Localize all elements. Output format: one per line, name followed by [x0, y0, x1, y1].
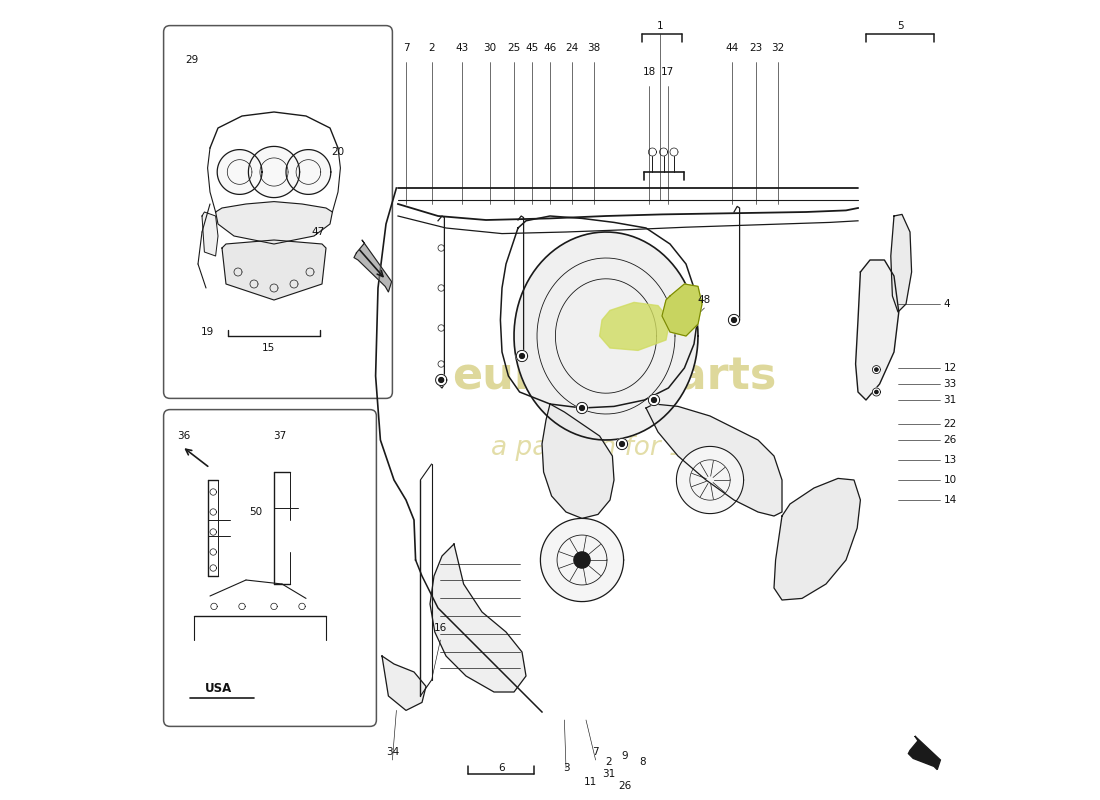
- Polygon shape: [646, 404, 782, 516]
- Text: 15: 15: [262, 343, 275, 353]
- Text: 44: 44: [726, 43, 739, 53]
- Text: 34: 34: [386, 747, 399, 757]
- Text: 5: 5: [898, 21, 904, 30]
- Polygon shape: [286, 150, 331, 194]
- Polygon shape: [514, 232, 698, 440]
- Text: 48: 48: [697, 295, 711, 305]
- Polygon shape: [909, 736, 940, 770]
- Text: 43: 43: [455, 43, 469, 53]
- Polygon shape: [542, 404, 614, 518]
- Text: 45: 45: [526, 43, 539, 53]
- Polygon shape: [540, 518, 624, 602]
- Polygon shape: [600, 302, 670, 350]
- Text: 31: 31: [602, 770, 615, 779]
- Text: 7: 7: [403, 43, 409, 53]
- Text: 25: 25: [507, 43, 520, 53]
- Text: a passion for 1985: a passion for 1985: [492, 435, 737, 461]
- Polygon shape: [439, 378, 443, 382]
- Polygon shape: [874, 368, 878, 371]
- Polygon shape: [249, 146, 299, 198]
- Text: 9: 9: [621, 751, 628, 761]
- Polygon shape: [436, 374, 447, 386]
- Text: 23: 23: [749, 43, 762, 53]
- Polygon shape: [616, 438, 628, 450]
- Polygon shape: [217, 150, 262, 194]
- Text: 1: 1: [657, 21, 663, 30]
- Polygon shape: [676, 446, 744, 514]
- Text: 31: 31: [944, 395, 957, 405]
- Text: 3: 3: [563, 763, 570, 773]
- Text: 16: 16: [433, 623, 447, 633]
- Text: 2: 2: [605, 758, 612, 767]
- Polygon shape: [430, 544, 526, 692]
- Text: 26: 26: [944, 435, 957, 445]
- Polygon shape: [662, 284, 702, 336]
- Text: 4: 4: [944, 299, 950, 309]
- Polygon shape: [354, 240, 392, 292]
- Polygon shape: [872, 366, 880, 374]
- Polygon shape: [574, 552, 590, 568]
- Text: 22: 22: [944, 419, 957, 429]
- Text: 30: 30: [483, 43, 496, 53]
- Text: 19: 19: [201, 327, 214, 337]
- Polygon shape: [576, 402, 587, 414]
- Text: 20: 20: [331, 147, 344, 157]
- Polygon shape: [891, 214, 912, 312]
- Text: 24: 24: [565, 43, 579, 53]
- Text: 10: 10: [944, 475, 957, 485]
- Text: 47: 47: [311, 227, 324, 237]
- Polygon shape: [382, 656, 426, 710]
- Text: USA: USA: [205, 682, 232, 694]
- Polygon shape: [519, 354, 525, 358]
- FancyBboxPatch shape: [164, 26, 393, 398]
- Text: 14: 14: [944, 495, 957, 505]
- FancyBboxPatch shape: [164, 410, 376, 726]
- Text: eurocarparts: eurocarparts: [452, 354, 777, 398]
- Polygon shape: [732, 318, 736, 322]
- Text: 29: 29: [185, 55, 198, 65]
- Text: 36: 36: [177, 431, 190, 441]
- Polygon shape: [651, 398, 657, 402]
- Text: 11: 11: [583, 778, 596, 787]
- Text: 8: 8: [639, 758, 646, 767]
- Polygon shape: [216, 202, 332, 244]
- Text: 12: 12: [944, 363, 957, 373]
- Text: 26: 26: [618, 781, 631, 790]
- Text: 7: 7: [592, 747, 598, 757]
- Text: 32: 32: [771, 43, 784, 53]
- Text: 2: 2: [428, 43, 435, 53]
- Polygon shape: [516, 350, 528, 362]
- Polygon shape: [619, 442, 625, 446]
- Text: 33: 33: [944, 379, 957, 389]
- Polygon shape: [580, 406, 584, 410]
- Text: 18: 18: [642, 67, 656, 77]
- Polygon shape: [202, 212, 218, 256]
- Text: 6: 6: [498, 763, 505, 773]
- Polygon shape: [728, 314, 739, 326]
- Polygon shape: [872, 388, 880, 396]
- Text: 37: 37: [273, 431, 286, 441]
- Text: 38: 38: [587, 43, 601, 53]
- Text: 46: 46: [543, 43, 557, 53]
- Polygon shape: [874, 390, 878, 394]
- Text: 13: 13: [944, 455, 957, 465]
- Text: 50: 50: [249, 507, 262, 517]
- Polygon shape: [222, 240, 326, 300]
- Polygon shape: [648, 394, 660, 406]
- Polygon shape: [856, 260, 899, 400]
- Text: 17: 17: [661, 67, 674, 77]
- Polygon shape: [774, 478, 860, 600]
